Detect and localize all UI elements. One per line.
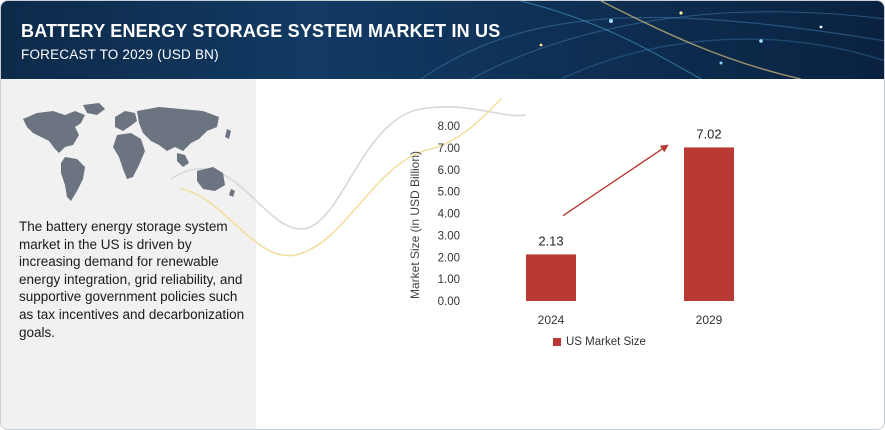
y-tick-label: 0.00: [438, 296, 460, 308]
page-title: BATTERY ENERGY STORAGE SYSTEM MARKET IN …: [21, 21, 501, 41]
y-axis-ticks: 0.00 1.00 2.00 3.00 4.00 5.00 6.00 7.00 8.00: [438, 121, 460, 308]
y-tick-label: 8.00: [438, 121, 460, 133]
x-axis-categories: 2024 2029: [538, 313, 723, 327]
y-tick-label: 2.00: [438, 252, 460, 264]
decorative-waves: [170, 98, 527, 257]
y-tick-label: 5.00: [438, 187, 460, 199]
y-tick-label: 3.00: [438, 230, 460, 242]
bar-2024: [526, 254, 576, 301]
market-description: The battery energy storage system market…: [19, 219, 245, 340]
header-light-streaks: [420, 1, 884, 79]
growth-arrow-icon: [562, 144, 669, 217]
bar-series: [526, 147, 734, 301]
y-tick-label: 4.00: [438, 209, 460, 221]
x-category-label: 2024: [538, 313, 565, 327]
y-tick-label: 7.00: [438, 143, 460, 155]
legend-swatch: [553, 338, 561, 346]
bar-2029: [684, 147, 734, 301]
data-label: 7.02: [696, 126, 721, 141]
chart-legend: US Market Size: [553, 336, 646, 348]
legend-label: US Market Size: [566, 336, 646, 348]
world-map-icon: [23, 103, 235, 201]
page-subtitle: FORECAST TO 2029 (USD BN): [21, 47, 219, 62]
header-banner: BATTERY ENERGY STORAGE SYSTEM MARKET IN …: [1, 1, 884, 79]
data-label: 2.13: [538, 233, 563, 248]
data-labels: 2.13 7.02: [538, 126, 721, 248]
y-tick-label: 1.00: [438, 274, 460, 286]
x-category-label: 2029: [696, 313, 723, 327]
y-axis-title: Market Size (in USD Billion): [408, 151, 422, 299]
y-tick-label: 6.00: [438, 165, 460, 177]
